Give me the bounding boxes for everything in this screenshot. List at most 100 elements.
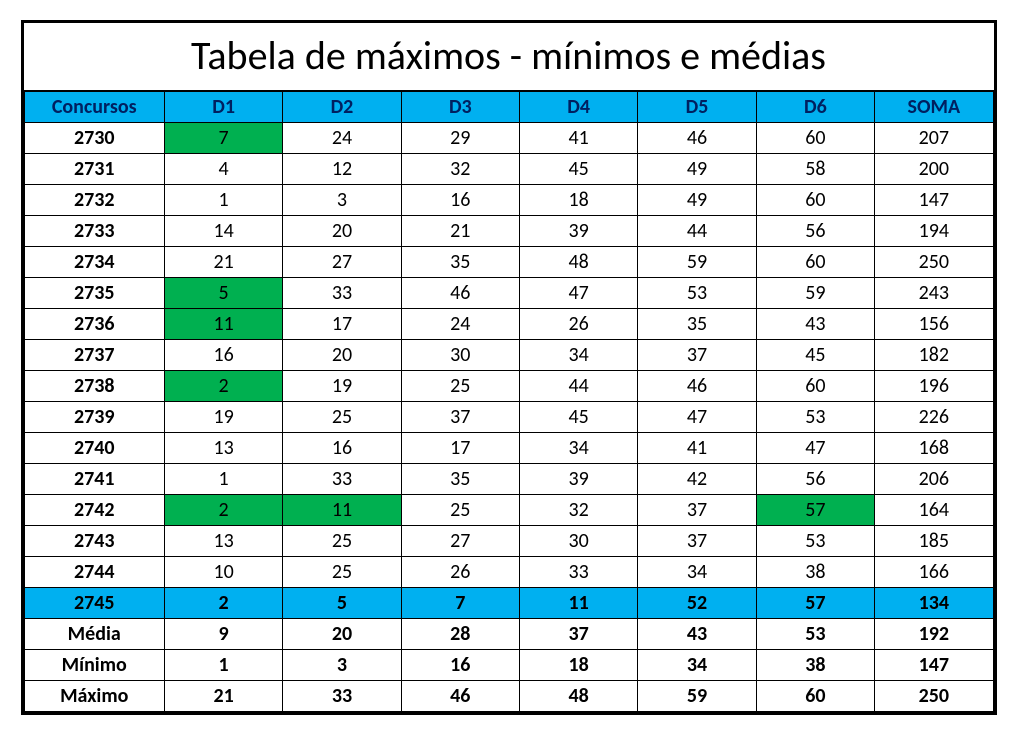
cell-soma: 226 (875, 402, 993, 433)
cell-d1: 2 (164, 371, 282, 402)
col-d4: D4 (520, 92, 638, 123)
header-row: Concursos D1 D2 D3 D4 D5 D6 SOMA (24, 92, 993, 123)
cell-d2: 33 (283, 278, 401, 309)
cell-d1: 16 (164, 340, 282, 371)
cell-d2: 17 (283, 309, 401, 340)
cell-d1: 2 (164, 495, 282, 526)
cell-d4: 39 (520, 464, 638, 495)
cell-soma: 207 (875, 123, 993, 154)
stats-table: Concursos D1 D2 D3 D4 D5 D6 SOMA 2730724… (24, 91, 994, 712)
cell-soma: 194 (875, 216, 993, 247)
cell-d1: 5 (164, 278, 282, 309)
cell-d2: 20 (283, 216, 401, 247)
cell-soma: 200 (875, 154, 993, 185)
table-row: 2737162030343745182 (24, 340, 993, 371)
cell-soma: 250 (875, 247, 993, 278)
cell-d2: 27 (283, 247, 401, 278)
cell-d4: 45 (520, 402, 638, 433)
cell-d6: 53 (756, 526, 874, 557)
cell-d5: 37 (638, 340, 756, 371)
summary-d2: 33 (283, 681, 401, 712)
cell-d3: 17 (401, 433, 519, 464)
cell-concurso: 2741 (24, 464, 164, 495)
table-row: 273553346475359243 (24, 278, 993, 309)
cell-d2: 24 (283, 123, 401, 154)
cell-d6: 57 (756, 588, 874, 619)
cell-d1: 4 (164, 154, 282, 185)
cell-d4: 18 (520, 185, 638, 216)
cell-d5: 49 (638, 154, 756, 185)
cell-d1: 10 (164, 557, 282, 588)
cell-d3: 7 (401, 588, 519, 619)
cell-d3: 24 (401, 309, 519, 340)
summary-d4: 48 (520, 681, 638, 712)
table-row: 2740131617344147168 (24, 433, 993, 464)
table-row: 2739192537454753226 (24, 402, 993, 433)
table-row: 273141232454958200 (24, 154, 993, 185)
cell-d1: 1 (164, 464, 282, 495)
table-row: 2744102526333438166 (24, 557, 993, 588)
summary-d5: 43 (638, 619, 756, 650)
cell-d6: 47 (756, 433, 874, 464)
cell-concurso: 2734 (24, 247, 164, 278)
summary-d5: 34 (638, 650, 756, 681)
cell-d1: 14 (164, 216, 282, 247)
cell-soma: 196 (875, 371, 993, 402)
cell-d5: 37 (638, 495, 756, 526)
cell-d2: 20 (283, 340, 401, 371)
cell-d1: 21 (164, 247, 282, 278)
summary-d4: 18 (520, 650, 638, 681)
col-d1: D1 (164, 92, 282, 123)
cell-d3: 25 (401, 371, 519, 402)
stats-table-container: Tabela de máximos - mínimos e médias Con… (21, 20, 997, 715)
cell-d5: 49 (638, 185, 756, 216)
cell-d4: 44 (520, 371, 638, 402)
summary-label: Média (24, 619, 164, 650)
summary-d3: 16 (401, 650, 519, 681)
cell-d6: 45 (756, 340, 874, 371)
cell-d3: 35 (401, 464, 519, 495)
cell-soma: 156 (875, 309, 993, 340)
cell-d4: 26 (520, 309, 638, 340)
cell-soma: 168 (875, 433, 993, 464)
cell-d4: 45 (520, 154, 638, 185)
cell-d2: 25 (283, 526, 401, 557)
table-row: 274221125323757164 (24, 495, 993, 526)
summary-d5: 59 (638, 681, 756, 712)
cell-d4: 32 (520, 495, 638, 526)
cell-d3: 25 (401, 495, 519, 526)
cell-d5: 52 (638, 588, 756, 619)
cell-soma: 206 (875, 464, 993, 495)
cell-d6: 38 (756, 557, 874, 588)
summary-d4: 37 (520, 619, 638, 650)
cell-d3: 46 (401, 278, 519, 309)
summary-row: Máximo213346485960250 (24, 681, 993, 712)
cell-d6: 57 (756, 495, 874, 526)
cell-d2: 25 (283, 402, 401, 433)
cell-d1: 19 (164, 402, 282, 433)
col-d2: D2 (283, 92, 401, 123)
cell-concurso: 2731 (24, 154, 164, 185)
cell-d5: 46 (638, 371, 756, 402)
summary-d6: 38 (756, 650, 874, 681)
cell-concurso: 2739 (24, 402, 164, 433)
table-body: 2730724294146602072731412324549582002732… (24, 123, 993, 712)
cell-concurso: 2735 (24, 278, 164, 309)
cell-d6: 58 (756, 154, 874, 185)
cell-d5: 59 (638, 247, 756, 278)
cell-d3: 30 (401, 340, 519, 371)
cell-d6: 56 (756, 216, 874, 247)
cell-soma: 164 (875, 495, 993, 526)
table-row: 2745257115257134 (24, 588, 993, 619)
cell-d5: 37 (638, 526, 756, 557)
cell-d6: 60 (756, 123, 874, 154)
cell-d1: 13 (164, 526, 282, 557)
table-row: 2733142021394456194 (24, 216, 993, 247)
summary-d2: 3 (283, 650, 401, 681)
cell-d5: 35 (638, 309, 756, 340)
cell-d5: 41 (638, 433, 756, 464)
cell-d3: 35 (401, 247, 519, 278)
cell-d6: 53 (756, 402, 874, 433)
cell-d4: 34 (520, 433, 638, 464)
cell-d2: 33 (283, 464, 401, 495)
